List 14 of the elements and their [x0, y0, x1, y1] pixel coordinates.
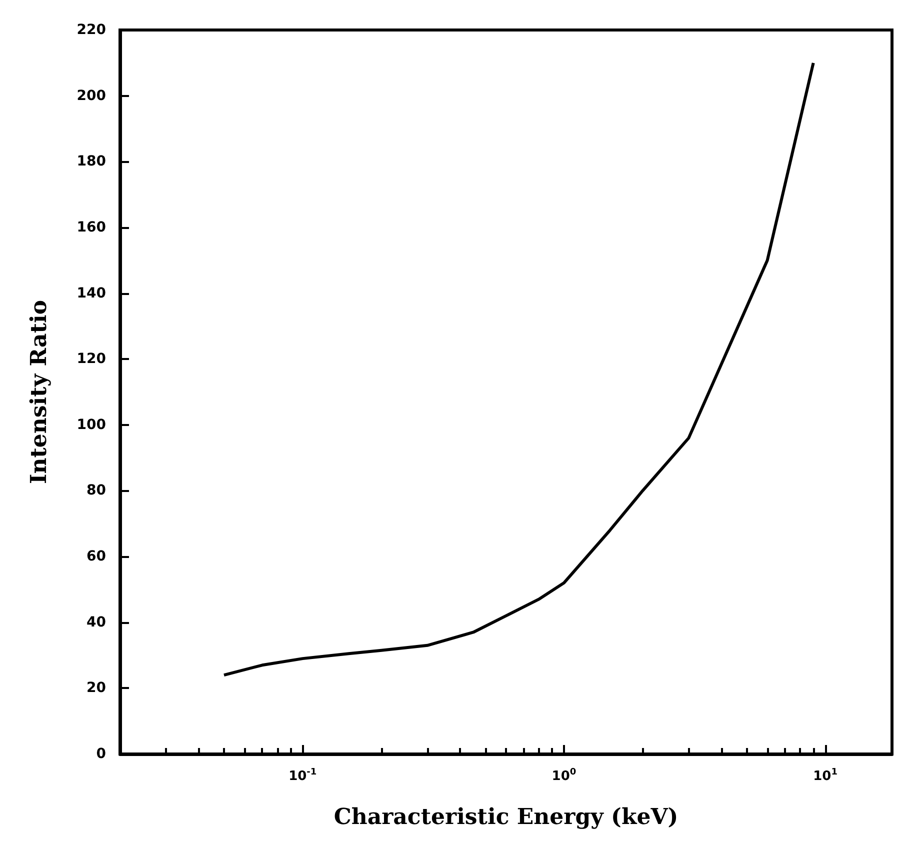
- y-tick-label: 40: [86, 614, 106, 630]
- y-tick-label: 20: [86, 680, 106, 696]
- y-tick-label: 100: [76, 416, 106, 433]
- y-tick-label: 220: [76, 22, 106, 38]
- y-tick-label: 0: [96, 746, 106, 762]
- y-tick-label: 180: [76, 154, 106, 170]
- y-tick-label: 60: [86, 548, 106, 565]
- y-axis-title: Intensity Ratio: [26, 300, 52, 484]
- y-tick-label: 80: [86, 482, 106, 499]
- y-tick-label: 120: [76, 351, 106, 368]
- x-axis-title: Characteristic Energy (keV): [334, 804, 678, 830]
- y-tick-label: 160: [76, 219, 106, 236]
- y-tick-label: 200: [76, 88, 106, 104]
- y-tick-label: 140: [76, 285, 106, 302]
